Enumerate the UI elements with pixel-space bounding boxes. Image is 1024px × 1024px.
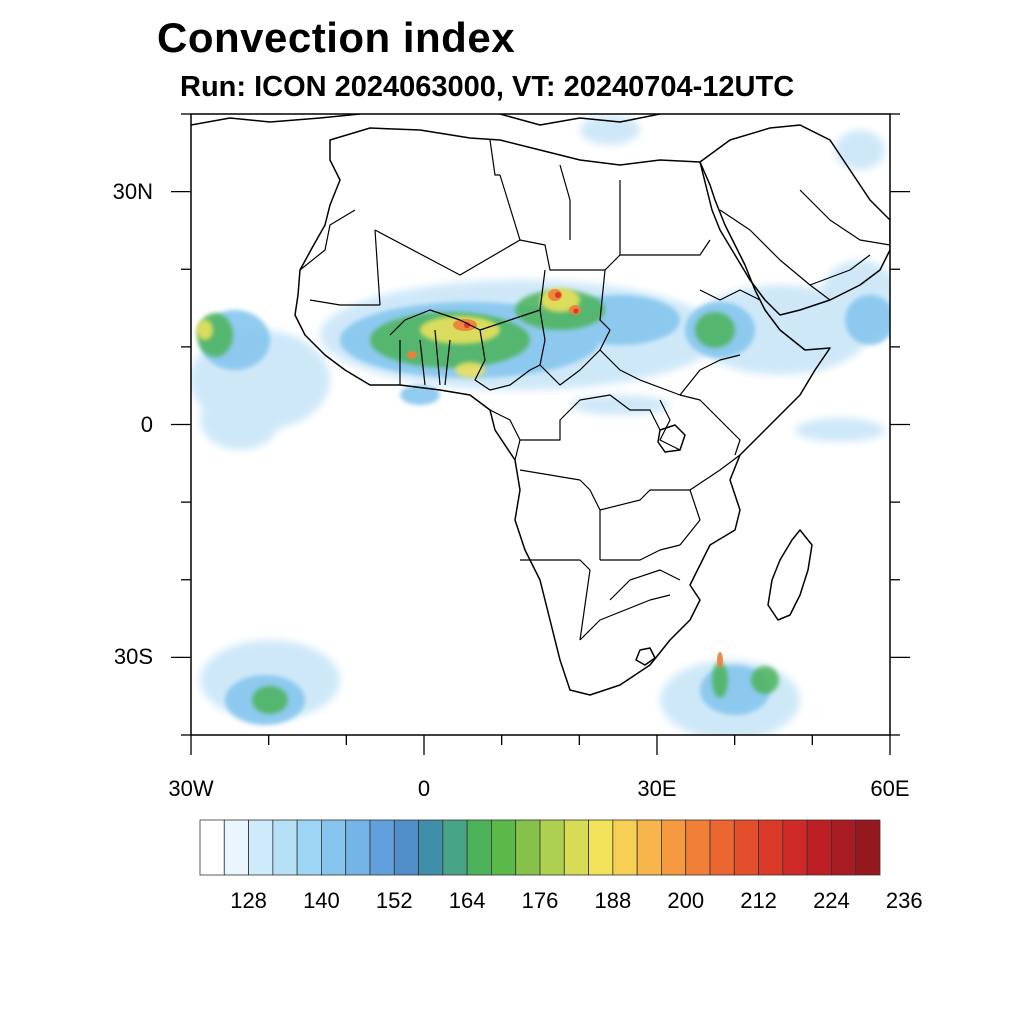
- colorbar-swatch: [661, 819, 687, 876]
- colorbar-swatch: [321, 819, 347, 876]
- y-tick-label: 0: [140, 411, 153, 437]
- colorbar-label: 200: [667, 888, 705, 913]
- x-tick-label: 0: [417, 776, 431, 801]
- map-background: [191, 114, 890, 735]
- colorbar-swatch: [539, 819, 565, 876]
- y-tick-label: 30N: [112, 178, 153, 204]
- madagascar-coastline: [767, 529, 813, 621]
- colorbar-swatch: [296, 819, 322, 876]
- colorbar-swatch: [491, 819, 517, 876]
- colorbar-swatch: [199, 819, 225, 876]
- colorbar-swatch: [709, 819, 735, 876]
- colorbar-label: 212: [740, 888, 777, 913]
- colorbar-swatch: [588, 819, 614, 876]
- colorbar-label: 188: [594, 888, 632, 913]
- colorbar-swatch: [806, 819, 832, 876]
- arabia-coastline: [699, 124, 890, 316]
- x-tick-label: 30E: [637, 776, 677, 801]
- colorbar-label: 176: [521, 888, 559, 913]
- colorbar-swatch: [612, 819, 638, 876]
- colorbar-swatch: [758, 819, 784, 876]
- chart-subtitle: Run: ICON 2024063000, VT: 20240704-12UTC: [180, 71, 795, 103]
- colorbar-label: 236: [885, 888, 923, 913]
- colorbar-swatch: [272, 819, 298, 876]
- colorbar-swatch: [418, 819, 444, 876]
- africa-coastline: [294, 127, 831, 696]
- colorbar-swatch: [855, 819, 881, 876]
- chart-title: Convection index: [157, 14, 516, 61]
- colorbar-swatch: [782, 819, 808, 876]
- axis-ticks: [171, 113, 910, 755]
- colorbar-swatch: [393, 819, 419, 876]
- colorbar-label: 140: [303, 888, 340, 913]
- y-tick-label: 30S: [113, 644, 153, 670]
- lesotho: [635, 647, 656, 666]
- colorbar-swatch: [636, 819, 662, 876]
- colorbar-swatch: [515, 819, 541, 876]
- x-tick-label: 30W: [168, 776, 214, 801]
- colorbar-swatch: [369, 819, 395, 876]
- colorbar-swatch: [345, 819, 371, 876]
- x-tick-label: 60E: [870, 776, 910, 801]
- colorbar-swatch: [831, 819, 857, 876]
- colorbar-label: 152: [375, 888, 413, 913]
- colorbar-swatch: [248, 819, 274, 876]
- europe-coastline: [191, 114, 361, 126]
- med-north-coast: [499, 114, 661, 126]
- coastlines-and-borders: [191, 114, 890, 696]
- colorbar-swatch: [466, 819, 492, 876]
- country-borders: [299, 139, 890, 641]
- colorbar-label: 128: [230, 888, 267, 913]
- colorbar-label: 164: [448, 888, 486, 913]
- colorbar-swatch: [223, 819, 249, 876]
- colorbar-swatch: [563, 819, 589, 876]
- colorbar-label: 224: [813, 888, 850, 913]
- colorbar: [199, 819, 881, 876]
- colorbar-swatch: [442, 819, 468, 876]
- colorbar-swatch: [733, 819, 759, 876]
- colorbar-swatch: [685, 819, 711, 876]
